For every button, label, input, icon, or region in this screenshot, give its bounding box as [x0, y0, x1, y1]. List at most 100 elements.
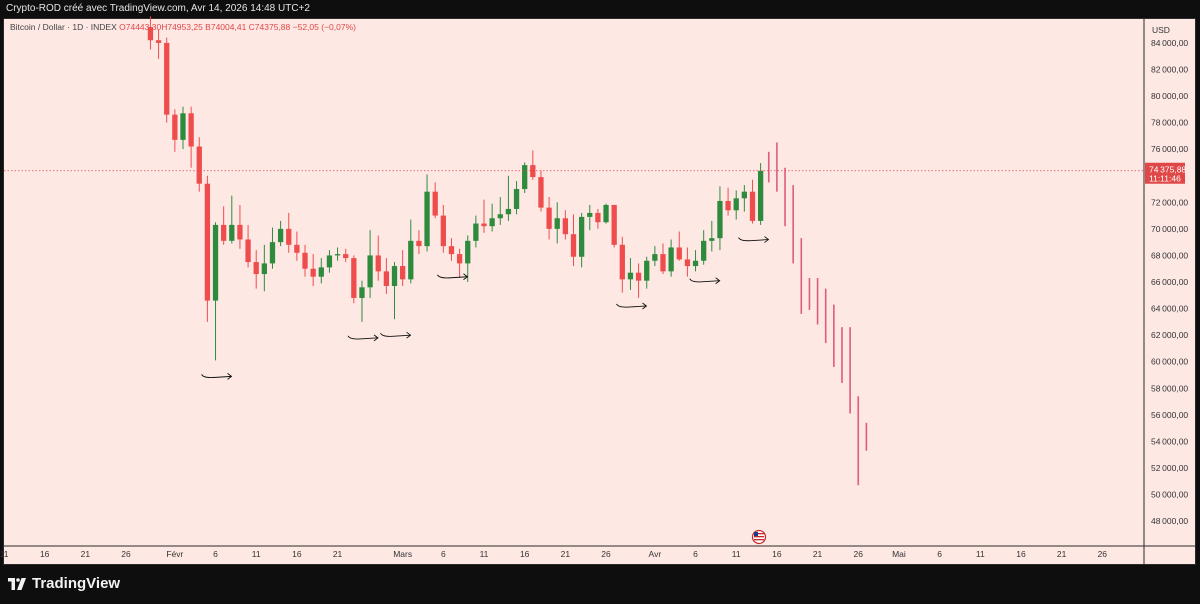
candle-body — [408, 240, 414, 280]
candle-body — [757, 170, 764, 221]
candle-body — [440, 215, 446, 247]
candle-body — [432, 191, 438, 216]
candle-body — [400, 266, 406, 280]
candle-body — [611, 204, 617, 245]
time-tick-label: 6 — [937, 549, 942, 559]
candle-body — [302, 252, 308, 269]
candle-body — [481, 223, 487, 227]
candle-body — [684, 259, 691, 267]
candle-body — [172, 114, 178, 140]
time-tick-label: Mars — [393, 549, 412, 559]
arrow-head — [227, 373, 233, 380]
candles — [147, 16, 764, 361]
arrow-head — [463, 273, 469, 281]
candle-body — [660, 254, 666, 272]
legend-change: −52,05 (−0,07%) — [292, 22, 356, 32]
candle-body — [310, 268, 316, 277]
candle-body — [701, 240, 707, 261]
candle-body — [196, 146, 202, 184]
candle-body — [473, 223, 479, 241]
legend-close: C74375,88 — [248, 22, 291, 32]
price-tick-label: 66 000,00 — [1151, 277, 1188, 287]
time-tick-label: 16 — [772, 549, 782, 559]
arrow-head — [642, 302, 648, 310]
time-tick-label: 21 — [1057, 549, 1067, 559]
symbol-legend[interactable]: Bitcoin / Dollar · 1D · INDEX O74443,30H… — [10, 22, 356, 32]
tradingview-logo[interactable]: TradingView — [8, 575, 120, 592]
time-tick-label: 16 — [292, 549, 302, 559]
price-tick-label: 76 000,00 — [1151, 144, 1188, 154]
candle-body — [725, 200, 731, 211]
candle-body — [546, 207, 552, 229]
candle-body — [326, 255, 333, 268]
candle-body — [513, 189, 520, 209]
candle-body — [692, 260, 699, 267]
chart-pane[interactable] — [3, 18, 1196, 565]
time-tick-label: 11 — [732, 549, 741, 559]
candle-body — [554, 218, 560, 229]
price-axis[interactable]: 84 000,00 82 000,00 80 000,00 78 000,00 76 0… — [1151, 38, 1188, 526]
time-tick-label: 26 — [1098, 549, 1108, 559]
candle-body — [652, 254, 658, 261]
currency-label: USD — [1152, 25, 1170, 35]
time-tick-label: 11 — [0, 549, 9, 559]
time-tick-label: 11 — [252, 549, 261, 559]
arrow-stroke — [437, 274, 468, 279]
price-tick-label: 50 000,00 — [1151, 490, 1188, 500]
time-tick-label: 21 — [561, 549, 571, 559]
time-axis[interactable]: 11 16 21 26 Févr 6 11 16 21 Mars 6 11 16 21 26 Avr 6 11 16… — [0, 549, 1107, 559]
candle-body — [237, 224, 243, 240]
candle-body — [668, 247, 674, 272]
time-tick-label: 11 — [976, 549, 985, 559]
arrow-head — [373, 334, 379, 342]
candle-body — [587, 212, 593, 217]
projection-bars — [767, 142, 868, 486]
candle-body — [343, 254, 349, 259]
price-tick-label: 64 000,00 — [1151, 304, 1188, 314]
candle-body — [261, 263, 267, 275]
price-tick-label: 78 000,00 — [1151, 118, 1188, 128]
candle-body — [741, 191, 747, 199]
candle-body — [253, 262, 259, 275]
candle-body — [619, 244, 625, 280]
tradingview-brand: TradingView — [32, 575, 121, 592]
time-tick-label: 16 — [40, 549, 50, 559]
candle-body — [505, 208, 512, 215]
candle-body — [359, 287, 365, 298]
price-tick-label: 48 000,00 — [1151, 516, 1188, 526]
time-tick-label: 26 — [121, 549, 131, 559]
candle-body — [164, 42, 170, 115]
time-tick-label: 26 — [601, 549, 611, 559]
candle-body — [489, 218, 495, 227]
candle-body — [627, 272, 634, 280]
candle-body — [456, 254, 463, 264]
candle-body — [562, 218, 569, 235]
time-tick-label: 6 — [693, 549, 698, 559]
us-flag-icon[interactable] — [751, 529, 767, 545]
candle-body — [375, 255, 381, 272]
price-tick-label: 70 000,00 — [1151, 224, 1188, 234]
price-tick-label: 72 000,00 — [1151, 197, 1188, 207]
last-price-badge — [1145, 162, 1185, 184]
candle-body — [212, 224, 219, 301]
candle-body — [603, 204, 609, 223]
arrow-head — [764, 236, 770, 243]
time-tick-label: 16 — [520, 549, 530, 559]
candle-body — [277, 228, 284, 243]
chart-caption: Crypto-ROD créé avec TradingView.com, Av… — [6, 3, 310, 14]
candle-body — [644, 260, 650, 281]
price-tick-label: 80 000,00 — [1151, 91, 1188, 101]
price-tick-label: 56 000,00 — [1151, 410, 1188, 420]
candle-body — [538, 177, 544, 208]
candle-body — [709, 238, 715, 241]
countdown-label: 11:11:46 — [1149, 174, 1181, 184]
candle-body — [578, 216, 585, 257]
time-tick-label: 21 — [81, 549, 91, 559]
price-tick-label: 62 000,00 — [1151, 330, 1188, 340]
legend-low: B74004,41 — [205, 22, 247, 32]
time-tick-label: Févr — [166, 549, 183, 559]
candle-body — [424, 191, 430, 247]
candle-body — [676, 247, 682, 260]
candle-body — [391, 266, 398, 286]
